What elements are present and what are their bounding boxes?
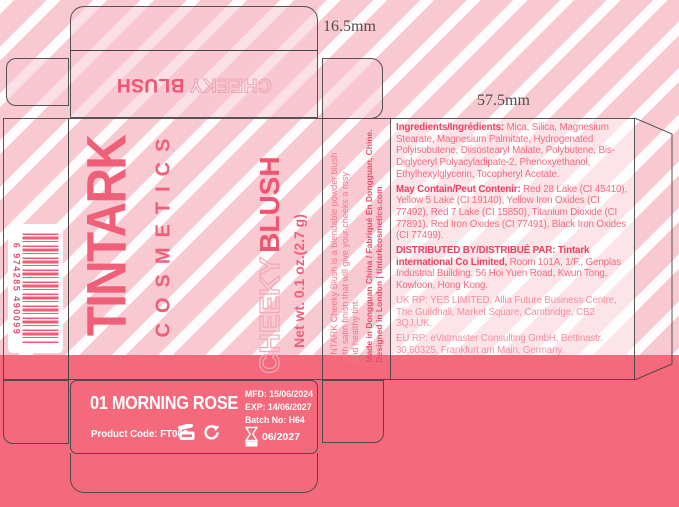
back-panel-tint xyxy=(390,118,635,355)
shade-name: 01 MORNING ROSE xyxy=(90,392,239,413)
may-contain-paragraph: May Contain/Peut Contenir: Red 28 Lake (… xyxy=(396,184,632,243)
dieline-barcode-column xyxy=(3,118,69,380)
made-in-text: Made in Dongguan China / Fabriqué En Don… xyxy=(363,129,374,363)
dieline-fold-back xyxy=(390,118,391,380)
front-product-name: CHEEKYBLUSH xyxy=(253,156,286,374)
brand-subtitle: COSMETICS xyxy=(152,128,175,338)
dieline-glue-flap xyxy=(634,117,673,381)
dieline-top-panel xyxy=(70,50,318,118)
product-name-outline: CHEEKY xyxy=(189,74,272,96)
dimension-depth-label: 16.5mm xyxy=(323,18,376,35)
side-description-block: TINTARK Cheeky Blush is a blendable powd… xyxy=(329,129,384,362)
dieline-top-tuck-flap xyxy=(70,6,318,51)
pao-jar-icon xyxy=(178,424,195,440)
left-dust-flap-tint xyxy=(6,58,69,106)
distributor-company: Tintark international Co Limited, xyxy=(396,245,590,268)
designed-in-text: Designed in London | tintarkcosmetics.co… xyxy=(373,186,384,363)
barcode-inner: 6 974285 490099 xyxy=(8,224,63,353)
top-flap-tint xyxy=(70,6,318,118)
back-panel-text: Ingredients/Ingrédients: Mica, Silica, M… xyxy=(396,122,632,359)
product-name-solid: BLUSH xyxy=(116,74,185,95)
distributor-address: Room 101A, 1/F., Genplas Industrial Buil… xyxy=(396,256,621,292)
hourglass-icon xyxy=(244,426,259,447)
may-contain-label: May Contain/Peut Contenir: xyxy=(396,183,521,195)
dieline-bottom-tuck-flap xyxy=(70,453,318,493)
side-description-line: with satin finish that will give your ch… xyxy=(339,172,350,363)
batch-number: Batch No: H64 xyxy=(245,415,305,426)
product-name-outline: CHEEKY xyxy=(253,256,285,374)
dieline-bottom-left-dust-flap xyxy=(3,380,69,444)
dieline-bottom-panel xyxy=(70,380,318,454)
barcode-digits: 6 974285 490099 xyxy=(11,242,21,335)
distributor-paragraph: DISTRIBUTED BY/DISTRIBUÉ PAR: Tintark in… xyxy=(396,245,632,292)
barcode-bars xyxy=(22,233,58,344)
ingredients-list: Mica, Silica, Magnesium Stearate, Magnes… xyxy=(396,122,615,180)
dieline-bottom-right-dust-flap xyxy=(322,380,384,443)
side-description-line: TINTARK Cheeky Blush is a blendable powd… xyxy=(328,152,339,363)
eu-rp-text: EU RP: eVatmaster Consulting GmbH, Betti… xyxy=(396,332,603,356)
brand-logo: TINTARK xyxy=(74,135,138,337)
mfd-date: MFD: 15/06/2024 xyxy=(245,389,314,400)
net-weight: Net wt. 0.1 oz.(2.7 g) xyxy=(291,214,307,348)
exp-date: EXP: 14/06/2027 xyxy=(245,402,312,413)
distributor-label: DISTRIBUTED BY/DISTRIBUÉ PAR: xyxy=(396,245,556,257)
uk-rp-text: UK RP: YES LIMITED, Allia Future Busines… xyxy=(396,294,617,330)
recycle-icon xyxy=(204,425,220,440)
expiry-month: 06/2027 xyxy=(262,431,300,443)
product-code: Product Code: FT003 xyxy=(91,428,189,440)
dieline-fold-side xyxy=(322,118,323,380)
barcode: 6 974285 490099 xyxy=(8,224,63,353)
dieline-right-dust-flap xyxy=(322,58,383,119)
may-contain-list: Red 28 Lake (CI 45410), Yellow 5 Lake (C… xyxy=(396,183,627,242)
ingredients-label: Ingredients/Ingrédients: xyxy=(396,122,504,133)
top-flap-product-name: CHEEKYBLUSH xyxy=(116,73,272,96)
dieline-left-dust-flap xyxy=(6,58,69,106)
ingredients-paragraph: Ingredients/Ingrédients: Mica, Silica, M… xyxy=(396,122,632,181)
dimension-width-label: 57.5mm xyxy=(477,92,530,109)
product-name-solid: BLUSH xyxy=(254,156,285,253)
side-description-line: and healthy tint. xyxy=(349,299,360,363)
